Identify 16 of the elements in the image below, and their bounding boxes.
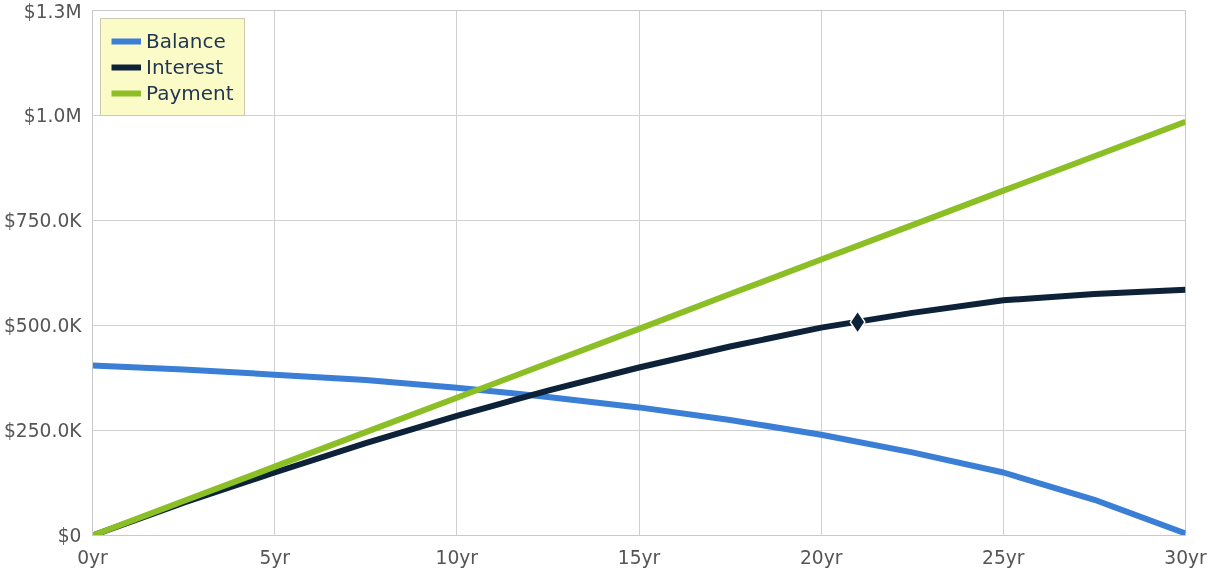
legend-label: Interest — [146, 55, 224, 79]
legend-label: Balance — [146, 29, 226, 53]
y-tick-label: $0 — [57, 525, 82, 546]
x-tick-label: 15yr — [617, 546, 661, 568]
x-tick-label: 5yr — [259, 546, 291, 568]
legend-label: Payment — [146, 81, 234, 105]
y-tick-label: $250.0K — [3, 420, 83, 441]
x-tick-label: 30yr — [1164, 546, 1208, 568]
x-tick-label: 10yr — [435, 546, 479, 568]
y-tick-label: $500.0K — [3, 315, 83, 336]
x-tick-label: 20yr — [799, 546, 843, 568]
y-tick-label: $750.0K — [3, 210, 83, 231]
x-tick-label: 0yr — [77, 546, 109, 568]
x-tick-label: 25yr — [982, 546, 1025, 568]
y-tick-label: $1.3M — [23, 0, 82, 22]
y-tick-label: $1.0M — [23, 105, 82, 126]
